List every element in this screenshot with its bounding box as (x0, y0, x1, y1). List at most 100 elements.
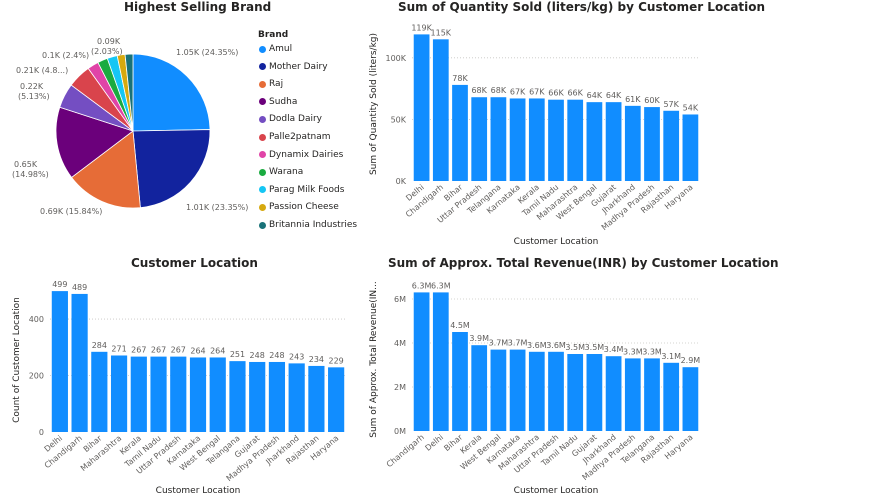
legend-title: Brand (258, 30, 289, 40)
pie-data-label: 1.05K (24.35%) (176, 48, 238, 57)
legend-item-amul[interactable]: Amul (259, 44, 292, 54)
legend-label: Warana (269, 167, 304, 178)
quantity-bar-chart[interactable]: 0K50K100K119KDelhi115KChandigarh78KBihar… (362, 0, 887, 250)
bar-data-label: 489 (72, 283, 87, 292)
bar-jharkhand[interactable] (288, 363, 305, 432)
bar-uttar-pradesh[interactable] (170, 356, 187, 432)
bar-chandigarh[interactable] (413, 292, 430, 431)
legend-label: Raj (269, 79, 284, 90)
bar-jharkhand[interactable] (605, 356, 622, 431)
y-axis-title: Sum of Approx. Total Revenue(IN... (369, 281, 379, 438)
bar-chandigarh[interactable] (432, 39, 449, 181)
bar-maharashtra[interactable] (567, 99, 584, 181)
bar-data-label: 68K (471, 86, 487, 95)
bar-bihar[interactable] (452, 84, 468, 181)
legend-item-mother-dairy[interactable]: Mother Dairy (259, 62, 328, 72)
bar-data-label: 3.6M (546, 341, 566, 350)
pie-slice-amul[interactable] (132, 53, 211, 132)
bar-kerala[interactable] (471, 345, 488, 431)
bar-kerala[interactable] (528, 98, 545, 181)
y-tick-label: 400 (29, 315, 44, 324)
bar-west-bengal[interactable] (586, 102, 603, 181)
bar-chandigarh[interactable] (71, 293, 88, 432)
y-tick-label: 0M (394, 427, 406, 436)
bar-karnataka[interactable] (509, 98, 526, 181)
bar-haryana[interactable] (682, 367, 699, 431)
bar-data-label: 3.3M (623, 347, 643, 356)
bar-uttar-pradesh[interactable] (548, 351, 564, 431)
bar-data-label: 3.5M (565, 343, 585, 352)
bar-rajasthan[interactable] (308, 365, 325, 432)
quantity-chart-panel: Sum of Quantity Sold (liters/kg) by Cust… (362, 0, 887, 250)
bar-data-label: 499 (52, 280, 67, 289)
legend-item-sudha[interactable]: Sudha (259, 97, 297, 107)
pie-chart[interactable]: 1.05K (24.35%) 1.01K (23.35%) 0.69K (15.84… (0, 0, 360, 250)
bar-uttar-pradesh[interactable] (471, 97, 488, 181)
legend-item-palle2patnam[interactable]: Palle2patnam (259, 132, 331, 142)
bar-madhya-pradesh[interactable] (644, 107, 660, 181)
bar-data-label: 3.1M (661, 352, 681, 361)
legend-item-parag-milk-foods[interactable]: Parag Milk Foods (259, 185, 344, 195)
bar-gujarat[interactable] (586, 354, 603, 431)
bar-delhi[interactable] (51, 291, 68, 432)
legend-item-raj[interactable]: Raj (259, 79, 283, 89)
legend-item-passion-cheese[interactable]: Passion Cheese (259, 202, 339, 212)
bar-data-label: 66K (548, 89, 564, 98)
bar-tamil-nadu[interactable] (150, 356, 167, 432)
bar-data-label: 264 (190, 346, 205, 355)
bar-madhya-pradesh[interactable] (624, 358, 641, 431)
bar-data-label: 6.3M (412, 281, 432, 290)
bar-gujarat[interactable] (605, 102, 622, 181)
bar-maharashtra[interactable] (528, 351, 545, 431)
bar-telangana[interactable] (490, 97, 507, 181)
bar-data-label: 267 (131, 346, 146, 355)
legend-swatch (259, 63, 266, 71)
pie-slice-mother-dairy[interactable] (132, 129, 211, 209)
bar-jharkhand[interactable] (624, 105, 641, 181)
pie-slice-raj[interactable] (70, 130, 141, 209)
pie-slice-britannia-industries[interactable] (124, 53, 134, 132)
pie-data-label: 0.21K (4.8...) (16, 66, 68, 75)
x-tick-label: Delhi (424, 433, 446, 453)
bar-west-bengal[interactable] (209, 357, 226, 432)
legend-item-dynamix-dairies[interactable]: Dynamix Dairies (259, 150, 343, 160)
bar-tamil-nadu[interactable] (548, 99, 564, 181)
bar-data-label: 115K (431, 28, 452, 37)
bar-data-label: 60K (644, 96, 660, 105)
bar-data-label: 243 (289, 352, 304, 361)
bar-bihar[interactable] (452, 332, 468, 431)
bar-rajasthan[interactable] (663, 110, 680, 181)
bar-karnataka[interactable] (509, 349, 526, 431)
bar-bihar[interactable] (91, 351, 108, 432)
legend-item-warana[interactable]: Warana (259, 167, 303, 177)
bar-maharashtra[interactable] (110, 355, 128, 432)
bar-telangana[interactable] (644, 358, 660, 431)
legend-item-britannia-industries[interactable]: Britannia Industries (259, 220, 357, 230)
bar-haryana[interactable] (682, 114, 699, 181)
bar-telangana[interactable] (229, 361, 246, 432)
bar-data-label: 67K (510, 87, 526, 96)
bar-data-label: 57K (663, 100, 679, 109)
count-bar-chart[interactable]: 0200400499Delhi489Chandigarh284Bihar271M… (0, 255, 360, 499)
bar-rajasthan[interactable] (663, 362, 680, 431)
bar-west-bengal[interactable] (490, 349, 507, 431)
bar-data-label: 251 (230, 350, 245, 359)
bar-haryana[interactable] (328, 367, 345, 432)
bar-delhi[interactable] (432, 292, 449, 431)
revenue-bar-chart[interactable]: 0M2M4M6M6.3MChandigarh6.3MDelhi4.5MBihar… (362, 255, 887, 499)
bar-madhya-pradesh[interactable] (268, 361, 286, 432)
legend-label: Dodla Dairy (269, 114, 322, 125)
bar-gujarat[interactable] (249, 361, 266, 432)
legend-label: Mother Dairy (269, 61, 328, 72)
y-axis-title: Sum of Quantity Sold (liters/kg) (369, 33, 379, 175)
legend-swatch (259, 133, 266, 141)
bar-data-label: 234 (309, 355, 324, 364)
pie-data-label: 0.69K (15.84%) (40, 207, 102, 216)
bar-data-label: 267 (171, 346, 186, 355)
legend-item-dodla-dairy[interactable]: Dodla Dairy (259, 114, 322, 124)
bar-tamil-nadu[interactable] (567, 354, 584, 431)
bar-karnataka[interactable] (189, 357, 207, 432)
bar-delhi[interactable] (413, 34, 430, 181)
bar-kerala[interactable] (130, 356, 147, 432)
y-tick-label: 100K (385, 54, 406, 63)
